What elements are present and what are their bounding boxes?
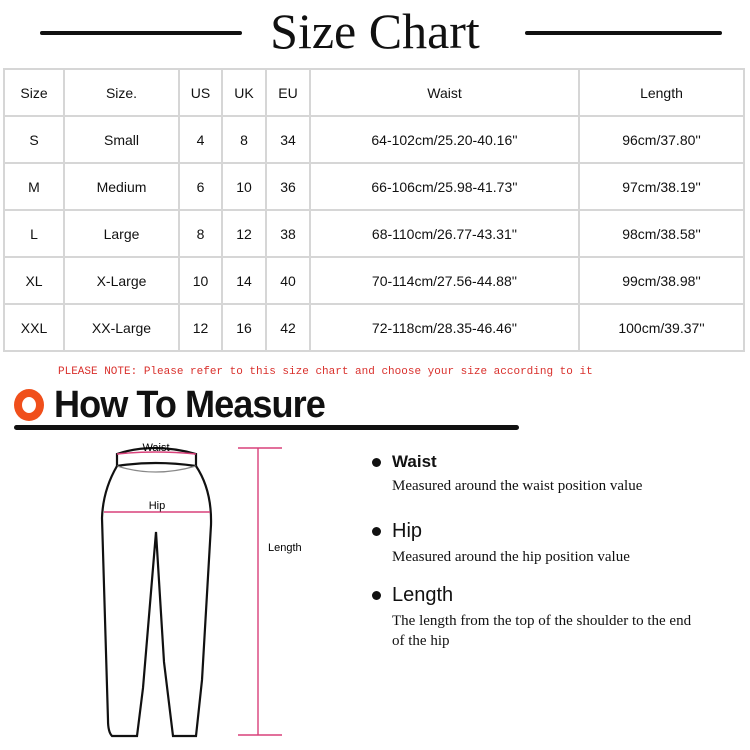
title-rule-left [40, 31, 242, 35]
table-cell: XL [3, 256, 65, 305]
table-cell: 16 [221, 303, 267, 352]
measure-desc: Measured around the waist position value [392, 478, 643, 494]
table-cell: XX-Large [63, 303, 180, 352]
table-cell: Small [63, 115, 180, 164]
circle-bullet-icon [14, 389, 44, 421]
table-cell: 70-114cm/27.56-44.88'' [309, 256, 580, 305]
bullet-icon [372, 591, 381, 600]
bullet-icon [372, 527, 381, 536]
table-cell: 12 [221, 209, 267, 258]
measure-desc: The length from the top of the shoulder … [392, 613, 692, 649]
table-cell: S [3, 115, 65, 164]
title-bar: Size Chart [0, 0, 750, 62]
table-cell: 100cm/39.37'' [578, 303, 745, 352]
table-cell: XXL [3, 303, 65, 352]
page-title: Size Chart [270, 3, 480, 59]
table-cell: 64-102cm/25.20-40.16'' [309, 115, 580, 164]
table-cell: 66-106cm/25.98-41.73'' [309, 162, 580, 211]
size-table: Size Size. US UK EU Waist Length S Small 4 8 34 64-1… [3, 68, 745, 352]
table-cell: US [178, 68, 223, 117]
pants-diagram: Waist Hip Length [100, 442, 302, 738]
table-cell: EU [265, 68, 311, 117]
how-to-measure-heading: How To Measure [14, 383, 339, 427]
table-cell: Large [63, 209, 180, 258]
table-cell: 99cm/38.98'' [578, 256, 745, 305]
table-cell: 8 [221, 115, 267, 164]
table-cell: M [3, 162, 65, 211]
table-cell: X-Large [63, 256, 180, 305]
title-rule-right [525, 31, 722, 35]
table-cell: L [3, 209, 65, 258]
table-cell: Size [3, 68, 65, 117]
table-row: L Large 8 12 38 68-110cm/26.77-43.31'' 98cm/38… [3, 209, 745, 258]
table-row: S Small 4 8 34 64-102cm/25.20-40.16'' 96cm/37.… [3, 115, 745, 164]
measure-waist: Waist Measured around the waist position… [372, 452, 642, 496]
table-cell: Length [578, 68, 745, 117]
table-cell: 38 [265, 209, 311, 258]
table-row: M Medium 6 10 36 66-106cm/25.98-41.73'' 97cm/3… [3, 162, 745, 211]
measure-desc: Measured around the hip position value [392, 549, 630, 565]
bullet-icon [372, 457, 381, 467]
length-label: Length [268, 542, 302, 554]
table-cell: 96cm/37.80'' [578, 115, 745, 164]
table-row: Size Size. US UK EU Waist Length [3, 68, 745, 117]
table-cell: 10 [221, 162, 267, 211]
section-title: How To Measure [54, 383, 326, 426]
hip-label: Hip [149, 500, 166, 512]
pants-outline-icon [100, 446, 213, 738]
table-cell: 98cm/38.58'' [578, 209, 745, 258]
table-cell: 10 [178, 256, 223, 305]
table-cell: Medium [63, 162, 180, 211]
table-cell: 72-118cm/28.35-46.46'' [309, 303, 580, 352]
table-cell: 12 [178, 303, 223, 352]
measure-lines [104, 447, 282, 736]
table-row: XXL XX-Large 12 16 42 72-118cm/28.35-46.46'' 1… [3, 303, 745, 352]
waist-label: Waist [142, 442, 169, 454]
table-row: XL X-Large 10 14 40 70-114cm/27.56-44.88'' 99c… [3, 256, 745, 305]
table-cell: 14 [221, 256, 267, 305]
measure-hip: Hip Measured around the hip position val… [372, 520, 630, 567]
table-cell: 40 [265, 256, 311, 305]
table-cell: 42 [265, 303, 311, 352]
measure-length: Length The length from the top of the sh… [372, 584, 692, 651]
table-cell: 97cm/38.19'' [578, 162, 745, 211]
table-cell: Size. [63, 68, 180, 117]
table-cell: UK [221, 68, 267, 117]
table-cell: 34 [265, 115, 311, 164]
table-cell: 6 [178, 162, 223, 211]
please-note: PLEASE NOTE: Please refer to this size c… [58, 366, 593, 378]
table-cell: 4 [178, 115, 223, 164]
table-cell: 36 [265, 162, 311, 211]
table-cell: 68-110cm/26.77-43.31'' [309, 209, 580, 258]
section-rule [14, 425, 519, 430]
table-cell: Waist [309, 68, 580, 117]
table-cell: 8 [178, 209, 223, 258]
